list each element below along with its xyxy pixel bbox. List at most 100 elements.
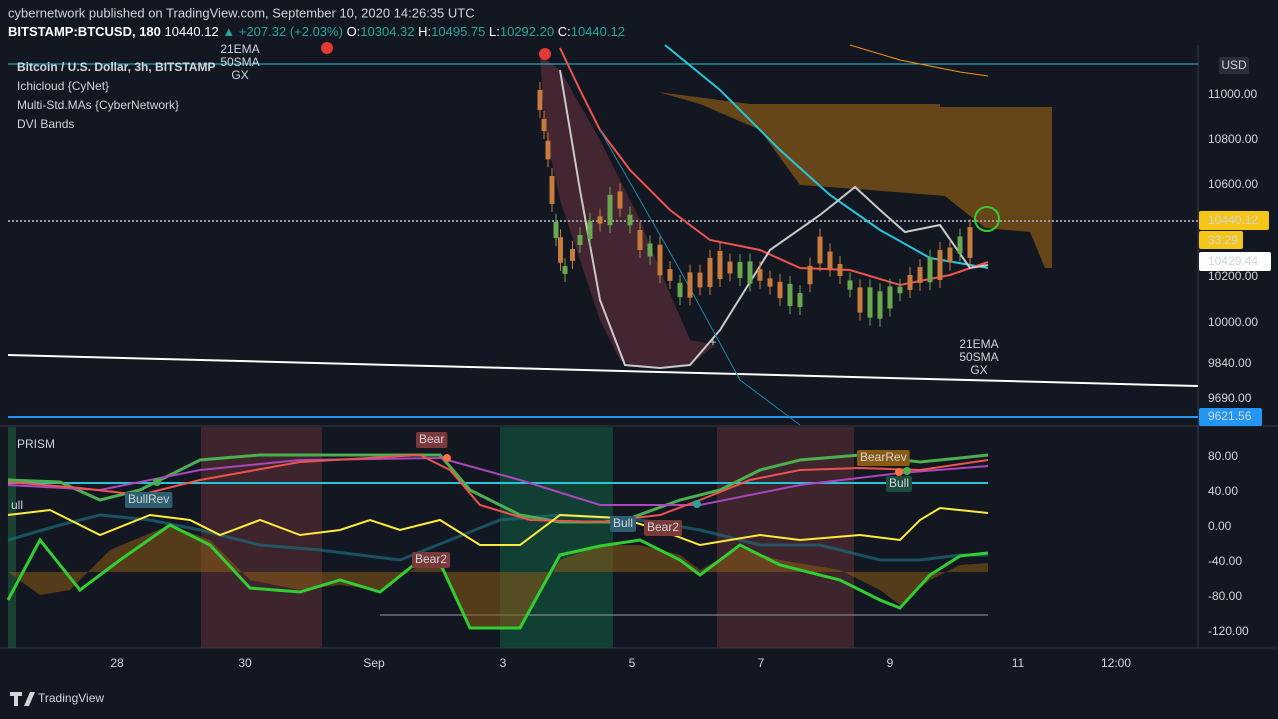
symbol-part: BITSTAMP:BTCUSD, 180 [8,24,161,39]
candle-body [667,269,673,281]
signal-box [610,516,637,532]
x-tick-label: 5 [629,656,636,670]
y-tick-label: -80.00 [1208,589,1242,603]
label-box [1199,211,1269,230]
candle-body [562,266,568,274]
signal-label: Bull [613,516,633,530]
oscillator-line [7,506,989,547]
trendline [7,354,1199,387]
candle-body [937,250,943,280]
candle-body [597,216,603,224]
candle-body [927,257,933,283]
countdown-label: 33:29 [1208,233,1238,247]
legend-item: Multi-Std.MAs {CyberNetwork} [17,98,179,112]
signal-label: Bear2 [415,552,447,566]
signal-dot [895,468,903,476]
symbol-part: 10292.20 [500,24,554,39]
candle-body [837,264,843,276]
candle-body [967,227,973,258]
candle-body [917,267,923,283]
candle-body [558,237,563,263]
ohlc-label: C: [558,24,571,39]
y-tick-label: 11000.00 [1208,87,1257,101]
candle-body [957,236,963,254]
candle-body [777,281,783,299]
last-price-label: 10440.12 [1208,213,1258,227]
level-label: 9621.56 [1208,409,1252,423]
x-tick-label: 30 [238,656,252,670]
signal-box [644,520,683,536]
candle-body [617,191,623,209]
legend-item: DVI Bands [17,117,74,131]
y-tick-label: -120.00 [1208,624,1249,638]
candle-body [607,194,613,226]
candle-body [545,140,551,160]
symbol-part: 10440.12 [571,24,625,39]
y-tick-label: 9840.00 [1208,356,1252,370]
ohlc-label: L: [489,24,500,39]
candle-body [687,272,693,298]
candle-body [657,244,663,276]
candle-body [867,287,873,318]
signal-label: Bear2 [647,520,679,534]
oscillator-line [7,513,988,562]
signal-dot [443,454,451,462]
symbol-part: 10495.75 [431,24,485,39]
bollinger-line [559,69,989,370]
x-tick-label: 9 [887,656,894,670]
signal-label: BearRev [860,450,907,464]
ohlc-label: O: [347,24,361,39]
annotation: 21EMA [959,337,998,351]
x-tick-label: 12:00 [1101,656,1131,670]
y-tick-label: 10600.00 [1208,177,1258,191]
signal-dot [153,478,161,486]
candle-body [541,118,547,132]
logo [10,692,35,706]
candle-body [847,280,853,290]
signal-label: BullRev [128,492,169,506]
annotation: GX [231,68,248,82]
candle-body [947,247,953,263]
candle-body [627,214,633,226]
candle-body [707,257,713,288]
y-tick-label: 10800.00 [1208,132,1258,146]
candle-body [817,236,823,264]
candle-body [717,250,723,280]
candle-body [677,282,683,298]
signal-dot [903,467,911,475]
candle-body [570,249,575,261]
candle-body [787,283,793,307]
currency-label: USD [1221,58,1247,72]
y-tick-label: 10000.00 [1208,315,1258,329]
footer-brand: TradingView [38,691,104,705]
y-tick-label: 80.00 [1208,449,1238,463]
candle-body [647,243,653,257]
candle-body [767,278,773,287]
signal-box [857,450,910,466]
candle-body [757,269,763,281]
candle-body [877,291,883,319]
signal-box [886,476,913,492]
y-tick-label: -40.00 [1208,554,1242,568]
candle-body [553,221,559,239]
signal-dot [321,42,333,54]
highlight-circle [974,206,1000,232]
ohlc-label: H: [418,24,431,39]
moving-average [599,129,801,426]
y-tick-label: 40.00 [1208,484,1238,498]
label-box [1199,252,1271,271]
y-tick-label: 10200.00 [1208,269,1258,283]
symbol-bar: BITSTAMP:BTCUSD, 180 10440.12 ▲ +207.32 … [8,24,625,39]
candle-body [747,261,753,284]
signal-box [412,552,451,568]
signal-label: Bear [419,432,444,446]
x-tick-label: Sep [363,656,385,670]
signal-label: Bull [889,476,909,490]
x-tick-label: 28 [110,656,124,670]
pane-title: PRISM [17,437,55,451]
annotation: 50SMA [220,55,259,69]
candle-body [587,220,593,240]
legend-item: Ichicloud {CyNet} [17,79,109,93]
oscillator-line [7,456,989,506]
